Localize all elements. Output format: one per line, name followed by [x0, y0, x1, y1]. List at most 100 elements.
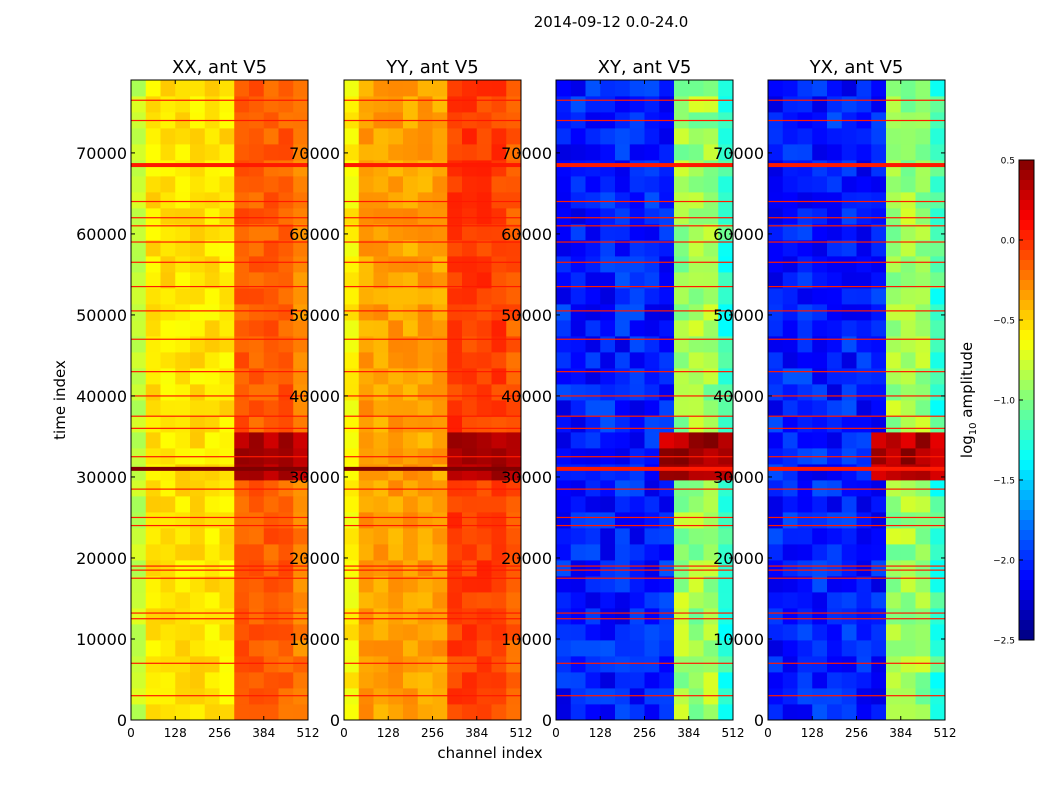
heatmap-cell [145, 656, 161, 673]
heatmap-cell [263, 80, 279, 97]
heatmap-cell [718, 320, 734, 337]
heatmap-cell [930, 192, 946, 209]
heatmap-cell [506, 608, 522, 625]
heatmap-cell [629, 560, 645, 577]
heatmap-cell [797, 432, 813, 449]
heatmap-cell [145, 176, 161, 193]
heatmap-cell [856, 464, 872, 481]
heatmap-cell [871, 560, 887, 577]
heatmap-cell [827, 464, 843, 481]
heatmap-cell [145, 96, 161, 113]
heatmap-cell [600, 384, 616, 401]
heatmap-cell [856, 400, 872, 417]
heatmap-cell [718, 96, 734, 113]
heatmap-cell [190, 192, 206, 209]
heatmap-cell [506, 240, 522, 257]
heatmap-cell [476, 240, 492, 257]
heatmap-cell [344, 192, 360, 209]
heatmap-cell [506, 96, 522, 113]
heatmap-cell [403, 512, 419, 529]
flagged-row [344, 466, 521, 471]
heatmap-cell [674, 320, 690, 337]
heatmap-cell [145, 624, 161, 641]
heatmap-cell [344, 80, 360, 97]
heatmap-cell [432, 336, 448, 353]
heatmap-cell [278, 352, 294, 369]
heatmap-cell [841, 528, 857, 545]
colorbar-segment [1019, 180, 1034, 191]
heatmap-cell [293, 672, 309, 689]
flagged-row [556, 200, 733, 203]
heatmap-cell [403, 272, 419, 289]
heatmap-cell [768, 496, 784, 513]
heatmap-cell [358, 320, 374, 337]
heatmap-cell [160, 256, 176, 273]
heatmap-cell [615, 288, 631, 305]
heatmap-cell [145, 560, 161, 577]
heatmap-cell [915, 144, 931, 161]
heatmap-cell [403, 320, 419, 337]
heatmap-cell [388, 144, 404, 161]
heatmap-cell [388, 464, 404, 481]
heatmap-cell [703, 592, 719, 609]
heatmap-cell [234, 176, 250, 193]
heatmap-cell [234, 352, 250, 369]
heatmap-cell [688, 320, 704, 337]
heatmap-cell [688, 672, 704, 689]
heatmap-cell [388, 96, 404, 113]
heatmap-cell [145, 608, 161, 625]
flagged-row [131, 217, 308, 219]
heatmap-cell [506, 480, 522, 497]
heatmap-cell [234, 368, 250, 385]
heatmap-cell [644, 368, 660, 385]
heatmap-cell [344, 304, 360, 321]
heatmap-cell [417, 144, 433, 161]
colorbar-segment [1019, 200, 1034, 211]
y-tick-label: 30000 [501, 468, 552, 487]
heatmap-cell [219, 384, 235, 401]
heatmap-cell [570, 528, 586, 545]
heatmap-cell [432, 400, 448, 417]
heatmap-cell [688, 368, 704, 385]
heatmap-cell [160, 608, 176, 625]
heatmap-cell [570, 384, 586, 401]
heatmap-cell [417, 480, 433, 497]
heatmap-cell [644, 288, 660, 305]
heatmap-cell [674, 480, 690, 497]
heatmap-cell [600, 128, 616, 145]
heatmap-cell [900, 480, 916, 497]
heatmap-cell [674, 544, 690, 561]
x-tick-label: 512 [297, 726, 320, 740]
flagged-row [556, 225, 733, 227]
heatmap-cell [570, 560, 586, 577]
heatmap-cell [462, 640, 478, 657]
heatmap-cell [797, 176, 813, 193]
heatmap-cell [145, 480, 161, 497]
heatmap-cell [812, 336, 828, 353]
y-tick-label: 10000 [76, 630, 127, 649]
heatmap-cell [782, 240, 798, 257]
heatmap-cell [190, 224, 206, 241]
heatmap-cell [462, 368, 478, 385]
heatmap-cell [915, 624, 931, 641]
heatmap-cell [782, 496, 798, 513]
flagged-row [556, 618, 733, 620]
flagged-row [556, 310, 733, 312]
heatmap-cell [827, 160, 843, 177]
heatmap-cell [278, 640, 294, 657]
heatmap-cell [249, 352, 265, 369]
heatmap-cell [797, 96, 813, 113]
heatmap-cell [476, 576, 492, 593]
heatmap-cell [447, 640, 463, 657]
heatmap-cell [447, 464, 463, 481]
flagged-row [768, 427, 945, 429]
heatmap-cell [175, 224, 191, 241]
heatmap-cell [915, 384, 931, 401]
heatmap-cell [930, 176, 946, 193]
heatmap-cell [930, 400, 946, 417]
heatmap-cell [886, 224, 902, 241]
heatmap-cell [344, 160, 360, 177]
heatmap-cell [344, 656, 360, 673]
heatmap-cell [841, 144, 857, 161]
heatmap-cell [263, 240, 279, 257]
